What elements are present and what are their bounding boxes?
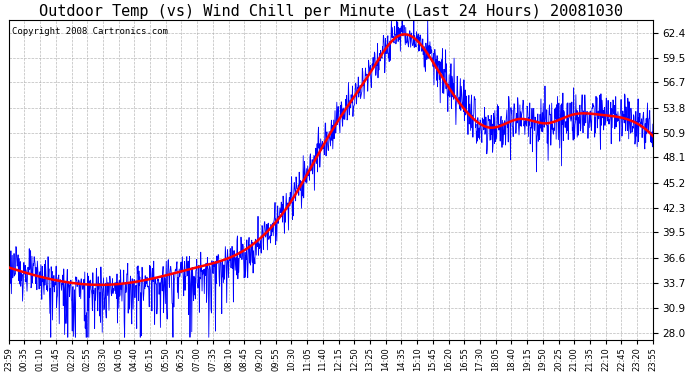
Title: Outdoor Temp (vs) Wind Chill per Minute (Last 24 Hours) 20081030: Outdoor Temp (vs) Wind Chill per Minute …	[39, 4, 623, 19]
Text: Copyright 2008 Cartronics.com: Copyright 2008 Cartronics.com	[12, 27, 168, 36]
